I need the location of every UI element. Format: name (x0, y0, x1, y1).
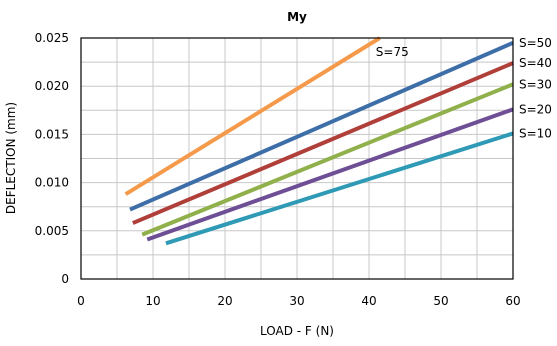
y-tick-label: 0.010 (35, 176, 69, 190)
y-tick-label: 0.020 (35, 79, 69, 93)
x-tick-label: 60 (505, 294, 520, 308)
series-label: S=40 (519, 56, 552, 70)
plot-frame (80, 37, 514, 280)
y-tick-label: 0.005 (35, 224, 69, 238)
series-line-s-75 (124, 36, 381, 196)
series-label: S=10 (519, 126, 552, 140)
series-labels: S=75 S=50 S=40 S=30 S=20 S=10 (376, 36, 552, 141)
ticks-layer: 0 10 20 30 40 50 60 0 0.005 0.010 0.015 0.020 0.025 (35, 31, 521, 308)
y-axis-label: DEFLECTION (mm) (4, 102, 18, 214)
series-line-s-20 (146, 107, 514, 242)
series-label: S=50 (519, 36, 552, 50)
series-line-s-10 (165, 131, 514, 246)
chart-title: My (287, 10, 307, 24)
x-tick-label: 0 (77, 294, 85, 308)
series-label: S=75 (376, 45, 409, 59)
series-line-s-40 (132, 61, 514, 225)
y-tick-label: 0.025 (35, 31, 69, 45)
series-line-s-30 (141, 82, 514, 237)
x-axis-label: LOAD - F (N) (260, 324, 334, 338)
series-label: S=30 (519, 77, 552, 91)
series-layer (124, 36, 514, 246)
x-tick-label: 20 (217, 294, 232, 308)
y-tick-label: 0 (61, 272, 69, 286)
x-tick-label: 40 (361, 294, 376, 308)
y-tick-label: 0.015 (35, 127, 69, 141)
x-tick-label: 30 (289, 294, 304, 308)
series-label: S=20 (519, 102, 552, 116)
x-tick-label: 50 (433, 294, 448, 308)
grid-layer (80, 37, 514, 280)
x-tick-label: 10 (145, 294, 160, 308)
series-line-s-50 (129, 40, 514, 212)
